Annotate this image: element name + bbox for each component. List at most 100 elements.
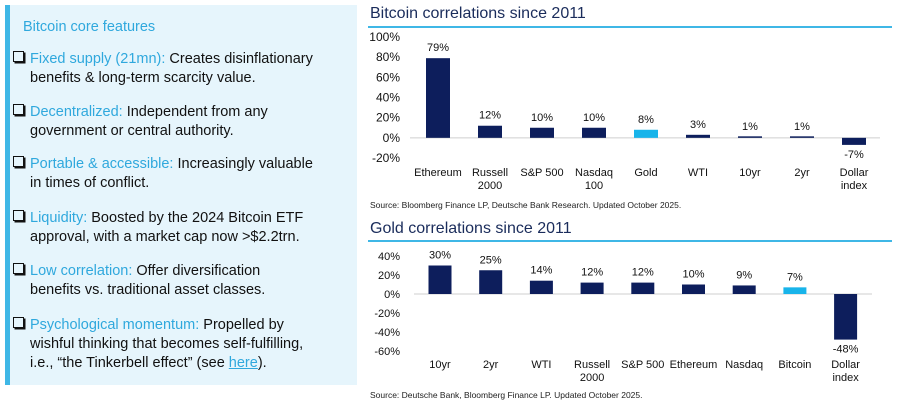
bitcoin-data-label: 10% [583, 112, 605, 124]
bitcoin-data-label: 8% [638, 114, 654, 126]
feature-highlight: Decentralized: [30, 104, 123, 120]
checkbox-icon [13, 317, 24, 328]
gold-category-label: index [832, 372, 859, 384]
feature-text-line: benefits & long-term scarcity value. [30, 70, 256, 86]
gold-y-tick-label: -60% [374, 346, 400, 358]
gold-y-tick-label: -40% [374, 327, 400, 339]
bitcoin-y-tick-label: 0% [383, 131, 401, 145]
bitcoin-bar [686, 134, 710, 138]
gold-data-label: 9% [736, 269, 752, 281]
feature-item: Fixed supply (21mn): Creates disinflatio… [13, 50, 348, 88]
gold-category-label: S&P 500 [621, 359, 664, 371]
checkbox-icon [13, 51, 24, 62]
panel-title: Bitcoin core features [23, 19, 156, 35]
feature-text-line: i.e., “the Tinkerbell effect” (see here)… [30, 355, 267, 371]
feature-text-line: approval, with a market cap now >$2.2trn… [30, 229, 300, 245]
feature-text: Propelled by [199, 317, 284, 333]
gold-data-label: -48% [833, 344, 859, 356]
gold-category-label: 2yr [483, 359, 499, 371]
bitcoin-category-label: Ethereum [414, 167, 462, 179]
gold-category-label: 10yr [429, 359, 451, 371]
feature-item: Decentralized: Independent from any gover… [13, 103, 348, 141]
bitcoin-category-label: index [841, 180, 868, 192]
gold-data-label: 14% [530, 265, 552, 277]
bitcoin-chart-title-rule [368, 26, 892, 28]
feature-text: Offer diversification [132, 263, 261, 279]
bitcoin-bar [790, 136, 814, 138]
here-link[interactable]: here [228, 355, 258, 371]
gold-category-label: Russell [574, 359, 610, 371]
checkbox-icon [13, 263, 24, 274]
checkbox-icon [13, 156, 24, 167]
gold-category-label: Ethereum [670, 359, 718, 371]
feature-highlight: Psychological momentum: [30, 317, 200, 333]
checkbox-icon [13, 210, 24, 221]
gold-bar [834, 294, 858, 340]
feature-item: Psychological momentum: Propelled by wish… [13, 316, 348, 373]
bitcoin-bar [582, 127, 606, 138]
bitcoin-category-label: WTI [688, 167, 708, 179]
bitcoin-data-label: 3% [690, 119, 706, 131]
gold-chart-source: Source: Deutsche Bank, Bloomberg Finance… [370, 390, 643, 400]
feature-item: Liquidity: Boosted by the 2024 Bitcoin E… [13, 209, 348, 247]
bitcoin-category-label: Russell [472, 167, 508, 179]
gold-category-label: WTI [531, 359, 551, 371]
gold-y-tick-label: 20% [378, 270, 400, 282]
gold-data-label: 12% [632, 267, 654, 279]
bitcoin-category-label: 100 [585, 180, 603, 192]
bitcoin-category-label: 2yr [794, 167, 810, 179]
feature-text: Independent from any [122, 104, 268, 120]
feature-text: Creates disinflationary [165, 51, 313, 67]
bitcoin-y-tick-label: 80% [376, 50, 400, 64]
bitcoin-category-label: Nasdaq [575, 167, 613, 179]
gold-category-label: Bitcoin [778, 359, 811, 371]
gold-bar [631, 282, 655, 294]
gold-data-label: 25% [480, 254, 502, 266]
bitcoin-category-label: 10yr [739, 167, 761, 179]
bitcoin-y-tick-label: 60% [376, 70, 400, 84]
gold-y-tick-label: -20% [374, 308, 400, 320]
bitcoin-y-tick-label: 40% [376, 91, 400, 105]
gold-category-label: Nasdaq [725, 359, 763, 371]
checkbox-icon [13, 104, 24, 115]
feature-text: Boosted by the 2024 Bitcoin ETF [87, 210, 304, 226]
feature-text-line: government or central authority. [30, 123, 234, 139]
gold-y-tick-label: 0% [384, 289, 400, 301]
bitcoin-y-tick-label: -20% [372, 151, 400, 165]
gold-bar [682, 284, 705, 294]
feature-text-line: benefits vs. traditional asset classes. [30, 282, 266, 298]
gold-category-label: Dollar [831, 359, 860, 371]
feature-text-line: wishful thinking that becomes self-fulfi… [30, 336, 304, 352]
feature-text-line: in times of conflict. [30, 175, 150, 191]
bitcoin-data-label: 1% [794, 121, 810, 133]
gold-bar [783, 287, 807, 294]
gold-bar [580, 282, 604, 294]
bitcoin-bar [530, 127, 554, 138]
gold-chart-title-rule [368, 240, 892, 242]
bitcoin-data-label: 12% [479, 110, 501, 122]
bitcoin-category-label: Gold [634, 167, 657, 179]
bitcoin-category-label: 2000 [478, 180, 502, 192]
gold-chart-title: Gold correlations since 2011 [370, 220, 572, 237]
feature-highlight: Liquidity: [30, 210, 88, 226]
feature-highlight: Portable & accessible: [30, 156, 174, 172]
feature-text: Increasingly valuable [173, 156, 313, 172]
gold-bar [479, 270, 503, 294]
gold-bar [529, 280, 553, 294]
gold-data-label: 12% [581, 267, 603, 279]
bitcoin-features-panel: Bitcoin core features [5, 5, 357, 385]
feature-highlight: Fixed supply (21mn): [30, 51, 166, 67]
gold-bar [732, 285, 756, 294]
feature-highlight: Low correlation: [30, 263, 133, 279]
bitcoin-bar [634, 129, 658, 138]
gold-data-label: 10% [682, 269, 704, 281]
bitcoin-bar [426, 58, 450, 138]
bitcoin-data-label: 1% [742, 121, 758, 133]
bitcoin-y-tick-label: 100% [369, 30, 400, 44]
bitcoin-data-label: 79% [427, 42, 449, 54]
gold-bar [428, 265, 452, 294]
gold-data-label: 30% [429, 250, 451, 262]
bitcoin-chart-source: Source: Bloomberg Finance LP, Deutsche B… [370, 200, 682, 210]
bitcoin-category-label: Dollar [840, 167, 869, 179]
